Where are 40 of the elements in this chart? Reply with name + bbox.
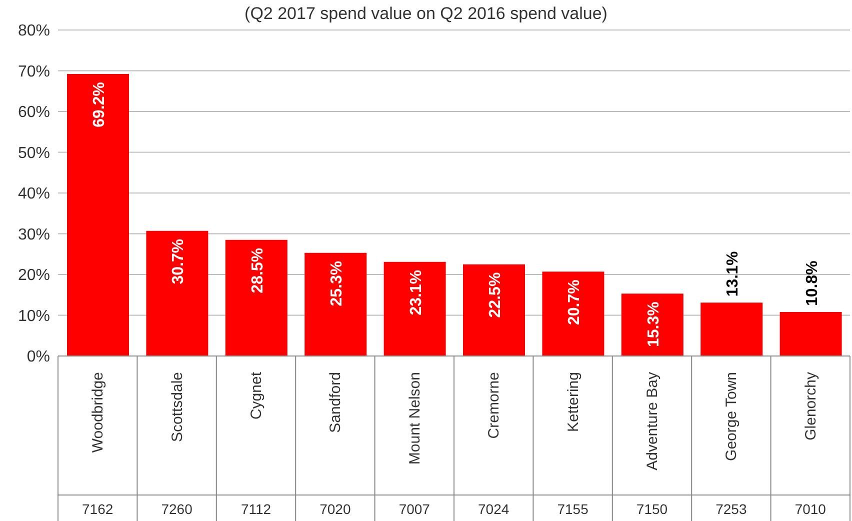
bar [225,240,288,356]
category-label: Adventure Bay 7150 [636,372,668,517]
bar [304,252,367,356]
category-label: George Town 7253 [716,372,747,517]
category-label: Cygnet 7112 [240,372,272,517]
data-label: 28.5% [249,248,266,294]
bar [67,74,129,356]
y-tick-label: 20% [18,267,50,284]
data-label: 13.1% [724,251,742,297]
bar [780,312,842,356]
category-label: Woodbridge 7162 [82,372,114,517]
y-tick-label: 50% [18,144,50,162]
data-label: 22.5% [487,272,504,318]
category-label: Kettering 7155 [557,372,588,517]
data-label: 23.1% [408,270,425,316]
y-tick-label: 10% [18,308,50,325]
bar [700,302,763,356]
chart-title: (Q2 2017 spend value on Q2 2016 spend value) [244,4,608,24]
category-label: Cremorne 7024 [478,372,510,517]
bar [463,264,525,356]
category-label: Mount Nelson 7007 [398,372,430,517]
bar [384,262,446,356]
bar [146,230,208,356]
y-tick-label: 70% [18,63,50,80]
category-label: Glenorchy 7010 [794,372,826,517]
y-tick-label: 60% [18,104,50,122]
data-label: 10.8% [804,260,821,306]
data-label: 69.2% [91,82,108,128]
bar [621,294,684,356]
y-tick-label: 0% [26,348,50,366]
data-label: 15.3% [645,302,662,348]
category-label: Sandford 7020 [320,372,351,517]
data-label: 30.7% [170,238,188,284]
y-tick-label: 40% [18,186,50,203]
data-label: 20.7% [566,280,584,326]
data-label: 25.3% [328,260,346,306]
y-tick-label: 30% [18,226,50,244]
category-label: Scottsdale 7260 [161,372,192,517]
bar [542,272,604,356]
y-tick-label: 80% [18,22,50,40]
